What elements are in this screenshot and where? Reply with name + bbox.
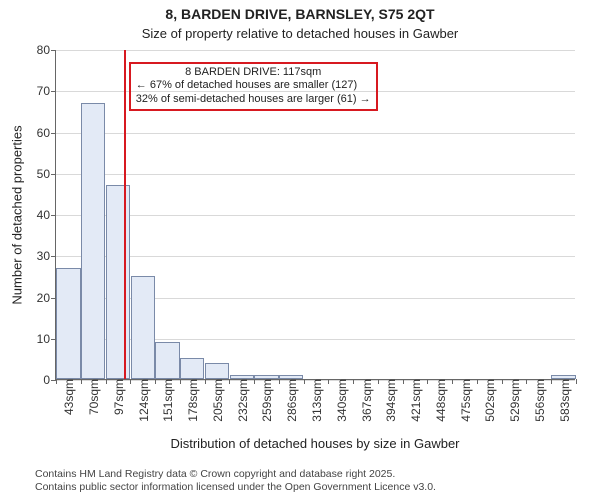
x-tick-mark	[353, 379, 354, 384]
x-tick-mark	[106, 379, 107, 384]
x-tick-mark	[502, 379, 503, 384]
y-tick-label: 20	[37, 291, 56, 305]
footer-attribution: Contains HM Land Registry data © Crown c…	[35, 468, 436, 494]
x-tick-label: 232sqm	[234, 379, 250, 422]
x-tick-mark	[81, 379, 82, 384]
x-tick-label: 556sqm	[531, 379, 547, 422]
y-tick-label: 50	[37, 167, 56, 181]
histogram-bar	[230, 375, 254, 379]
y-tick-label: 70	[37, 84, 56, 98]
gridline	[56, 50, 575, 51]
y-tick-label: 30	[37, 249, 56, 263]
x-tick-label: 394sqm	[382, 379, 398, 422]
x-tick-mark	[254, 379, 255, 384]
histogram-bar	[106, 185, 130, 379]
x-axis-label: Distribution of detached houses by size …	[55, 436, 575, 451]
histogram-bar	[131, 276, 155, 379]
histogram-bar	[56, 268, 80, 379]
title-line1: 8, BARDEN DRIVE, BARNSLEY, S75 2QT	[165, 6, 434, 22]
x-tick-label: 70sqm	[85, 379, 101, 415]
annotation-line: 32% of semi-detached houses are larger (…	[136, 93, 371, 107]
x-tick-label: 97sqm	[110, 379, 126, 415]
x-tick-mark	[155, 379, 156, 384]
x-tick-mark	[56, 379, 57, 384]
x-tick-mark	[403, 379, 404, 384]
histogram-bar	[279, 375, 303, 379]
chart-title-main: 8, BARDEN DRIVE, BARNSLEY, S75 2QT	[0, 6, 600, 22]
chart-title-sub: Size of property relative to detached ho…	[0, 26, 600, 41]
y-tick-label: 60	[37, 126, 56, 140]
gridline	[56, 256, 575, 257]
x-tick-mark	[477, 379, 478, 384]
y-tick-label: 80	[37, 43, 56, 57]
y-axis-label: Number of detached properties	[10, 125, 25, 304]
histogram-bar	[180, 358, 204, 379]
x-tick-label: 502sqm	[481, 379, 497, 422]
annotation-line: 8 BARDEN DRIVE: 117sqm	[136, 66, 371, 80]
x-tick-mark	[378, 379, 379, 384]
y-tick-label: 10	[37, 332, 56, 346]
x-tick-mark	[452, 379, 453, 384]
x-tick-label: 205sqm	[209, 379, 225, 422]
x-tick-mark	[229, 379, 230, 384]
x-tick-mark	[130, 379, 131, 384]
x-tick-label: 178sqm	[184, 379, 200, 422]
annotation-line: ← 67% of detached houses are smaller (12…	[136, 79, 371, 93]
title-line2: Size of property relative to detached ho…	[142, 26, 459, 41]
x-tick-mark	[576, 379, 577, 384]
histogram-bar	[254, 375, 278, 379]
chart-container: { "title": { "line1": "8, BARDEN DRIVE, …	[0, 0, 600, 500]
x-tick-label: 313sqm	[308, 379, 324, 422]
y-tick-label: 40	[37, 208, 56, 222]
x-tick-label: 529sqm	[506, 379, 522, 422]
gridline	[56, 215, 575, 216]
histogram-bar	[155, 342, 179, 379]
footer-line2: Contains public sector information licen…	[35, 481, 436, 494]
x-tick-label: 43sqm	[60, 379, 76, 415]
x-tick-label: 259sqm	[258, 379, 274, 422]
histogram-bar	[551, 375, 575, 379]
x-tick-label: 448sqm	[432, 379, 448, 422]
x-tick-mark	[304, 379, 305, 384]
x-tick-mark	[328, 379, 329, 384]
x-tick-mark	[279, 379, 280, 384]
x-tick-label: 367sqm	[358, 379, 374, 422]
annotation-box: 8 BARDEN DRIVE: 117sqm← 67% of detached …	[129, 62, 378, 111]
x-tick-label: 421sqm	[407, 379, 423, 422]
x-tick-label: 475sqm	[457, 379, 473, 422]
plot-area: 0102030405060708043sqm70sqm97sqm124sqm15…	[55, 50, 575, 380]
gridline	[56, 133, 575, 134]
gridline	[56, 174, 575, 175]
x-tick-mark	[427, 379, 428, 384]
x-tick-mark	[551, 379, 552, 384]
footer-line1: Contains HM Land Registry data © Crown c…	[35, 468, 436, 481]
histogram-bar	[205, 363, 229, 380]
x-tick-mark	[526, 379, 527, 384]
x-tick-mark	[180, 379, 181, 384]
x-tick-label: 124sqm	[135, 379, 151, 422]
y-tick-label: 0	[43, 373, 56, 387]
reference-line	[124, 50, 126, 379]
x-tick-mark	[205, 379, 206, 384]
histogram-bar	[81, 103, 105, 379]
x-tick-label: 340sqm	[333, 379, 349, 422]
x-tick-label: 583sqm	[556, 379, 572, 422]
x-tick-label: 286sqm	[283, 379, 299, 422]
x-tick-label: 151sqm	[159, 379, 175, 422]
